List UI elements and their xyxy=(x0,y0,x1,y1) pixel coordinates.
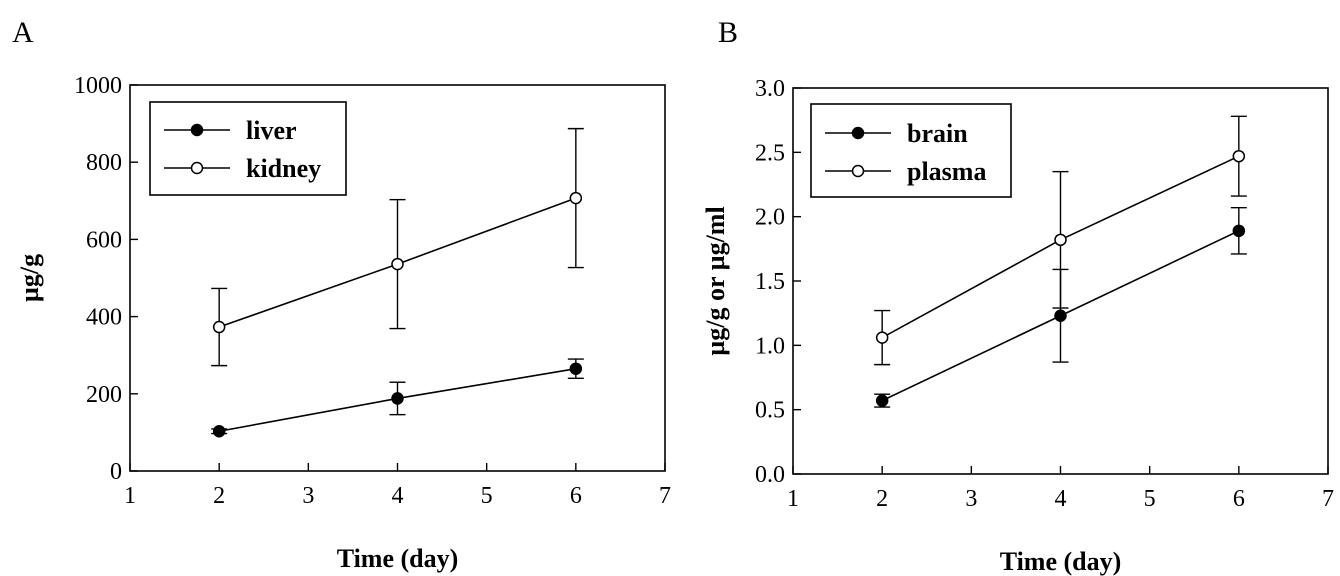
series-plasma xyxy=(874,115,1247,366)
x-tick-label: 4 xyxy=(392,483,404,509)
panel-a: A 0 200 400 600 800 1000 1 2 3 4 5 6 7 Time (day) µg/g l… xyxy=(12,16,671,573)
legend-label: brain xyxy=(907,119,968,148)
y-tick-label: 3.0 xyxy=(755,76,785,102)
legend-box xyxy=(810,103,1012,198)
data-point xyxy=(1232,149,1246,163)
data-point xyxy=(391,392,404,405)
x-tick-label: 3 xyxy=(965,486,977,512)
x-tick-label: 6 xyxy=(1233,486,1245,512)
panel-letter: B xyxy=(718,16,738,49)
x-tick-label: 3 xyxy=(302,483,314,509)
series-brain xyxy=(874,206,1247,408)
y-axis-title: µg/g xyxy=(15,254,44,302)
y-tick-label: 800 xyxy=(86,150,122,176)
legend-label: liver xyxy=(246,116,297,145)
data-point xyxy=(212,424,226,438)
legend-label: kidney xyxy=(246,154,321,183)
x-tick-label: 7 xyxy=(1322,486,1334,512)
data-point xyxy=(569,191,583,205)
x-tick-label: 2 xyxy=(213,483,225,509)
y-tick-label: 1.0 xyxy=(755,333,785,359)
data-point xyxy=(1054,309,1067,322)
legend-marker xyxy=(190,161,204,175)
data-point xyxy=(875,394,889,407)
panel-b: B 0.0 0.5 1.0 1.5 2.0 2.5 3.0 1 2 3 4 5 6 7 Time (day) µ… xyxy=(701,16,1334,576)
y-tick-label: 1.5 xyxy=(755,269,785,295)
x-tick-label: 1 xyxy=(124,483,136,509)
legend: brain plasma xyxy=(810,103,1012,198)
y-tick-label: 1000 xyxy=(74,73,122,99)
y-tick-label: 400 xyxy=(86,305,122,331)
data-point xyxy=(875,331,889,344)
y-tick-label: 2.0 xyxy=(755,205,785,231)
y-tick-label: 2.5 xyxy=(755,140,785,166)
x-axis-title: Time (day) xyxy=(1000,547,1122,576)
x-tick-label: 5 xyxy=(1144,486,1156,512)
legend-marker xyxy=(851,126,865,140)
legend: liver kidney xyxy=(149,101,347,196)
x-tick-label: 7 xyxy=(659,483,671,509)
series-liver xyxy=(211,358,584,438)
legend-box xyxy=(149,101,347,196)
data-point xyxy=(212,320,226,334)
x-tick-label: 6 xyxy=(570,483,582,509)
legend-marker xyxy=(190,123,204,137)
x-tick-label: 2 xyxy=(876,486,888,512)
x-tick-label: 5 xyxy=(481,483,493,509)
y-axis-title: µg/g or µg/ml xyxy=(701,206,730,355)
panel-letter: A xyxy=(12,16,34,49)
y-tick-label: 0.5 xyxy=(755,398,785,424)
x-tick-label: 1 xyxy=(787,486,799,512)
data-point xyxy=(569,362,583,375)
y-tick-label: 0 xyxy=(110,459,122,485)
legend-marker xyxy=(851,164,865,178)
data-point xyxy=(1054,233,1067,247)
y-tick-label: 600 xyxy=(86,227,122,253)
y-tick-label: 200 xyxy=(86,382,122,408)
y-tick-label: 0.0 xyxy=(755,462,785,488)
data-point xyxy=(1232,224,1246,238)
x-tick-label: 4 xyxy=(1055,486,1067,512)
x-axis-title: Time (day) xyxy=(337,544,459,573)
series-kidney xyxy=(211,127,584,367)
data-point xyxy=(391,257,404,271)
legend-label: plasma xyxy=(907,157,986,186)
